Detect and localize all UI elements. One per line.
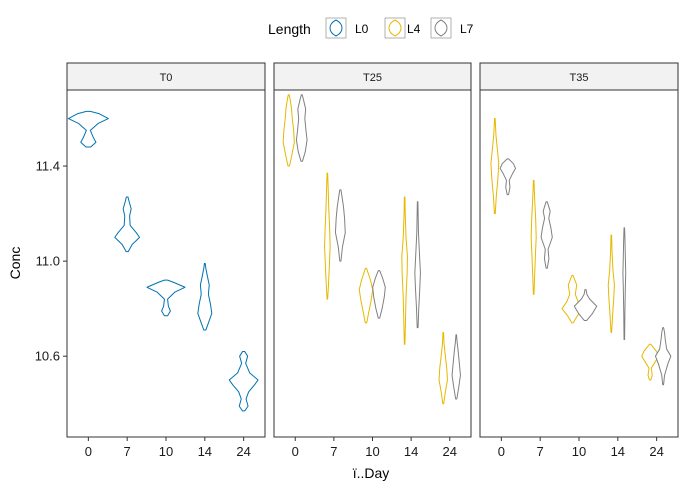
y-axis: 10.6 11.0 11.4: [35, 159, 67, 364]
x-tick-label: 14: [611, 444, 625, 459]
x-tick-label: 0: [498, 444, 505, 459]
legend-key-swatch: [388, 19, 402, 37]
violin-t25-day0-l4: [282, 94, 295, 167]
facet-strip: [66, 62, 266, 91]
violin-t35-day10-l7: [573, 289, 598, 322]
legend-label: L4: [407, 22, 421, 36]
x-axis: 0 7 10 14 24 0 7 10 14 24 0 7 10 14 24: [85, 437, 664, 459]
legend-key-swatch: [434, 19, 448, 37]
x-tick-label: 24: [649, 444, 663, 459]
violin-t25-day14-l7: [414, 201, 421, 329]
legend-item-l4: L4: [384, 17, 421, 39]
facet-strip: [273, 62, 472, 91]
violin-t35-day24-l7: [654, 327, 672, 386]
facet-strip-label: T35: [570, 72, 589, 84]
y-axis-title: Conc: [7, 247, 23, 280]
violin-t35-day0-l4: [490, 118, 500, 215]
x-tick-label: 7: [330, 444, 337, 459]
x-tick-label: 24: [443, 444, 457, 459]
violin-t25-day10-l7: [372, 270, 386, 319]
panel-frame: [479, 89, 679, 438]
x-tick-label: 0: [292, 444, 299, 459]
violin-t0-day7-l0: [114, 196, 141, 253]
facet-strip: [479, 62, 679, 91]
legend-title: Length: [268, 21, 311, 37]
violin-t25-day7-l7: [334, 189, 346, 262]
violin-t0-day14-l0: [197, 263, 213, 331]
facet-strip-label: T25: [363, 72, 382, 84]
violin-t35-day0-l7: [499, 158, 517, 196]
violin-t0-day24-l0: [228, 350, 259, 412]
y-tick-label: 10.6: [35, 349, 60, 364]
violin-t25-day7-l4: [324, 172, 331, 300]
violin-t35-day7-l7: [540, 201, 553, 269]
x-tick-label: 0: [85, 444, 92, 459]
y-tick-label: 11.4: [36, 159, 60, 174]
violin-t0-day10-l0: [146, 279, 186, 317]
violin-t25-day24-l4: [438, 331, 448, 405]
legend-key-swatch: [329, 19, 343, 37]
x-tick-label: 10: [365, 444, 379, 459]
legend: Length L0 L4 L7: [268, 17, 474, 39]
violin-t35-day14-l4: [607, 234, 615, 333]
x-tick-label: 10: [159, 444, 173, 459]
legend-label: L7: [460, 22, 474, 36]
legend-item-l7: L7: [430, 17, 474, 39]
violin-t35-day14-l7: [622, 227, 627, 341]
facet-panels: T0 T25 T35: [66, 62, 679, 438]
violin-t25-day10-l4: [358, 267, 374, 324]
violin-t25-day24-l7: [451, 334, 461, 400]
legend-item-l0: L0: [325, 17, 369, 39]
violin-t0-day0-l0: [67, 110, 109, 148]
violin-t25-day0-l7: [295, 94, 308, 162]
x-tick-label: 7: [537, 444, 544, 459]
facet-panel-t35: T35: [479, 62, 679, 438]
violin-t35-day7-l4: [530, 179, 537, 295]
violin-t25-day14-l4: [401, 196, 408, 345]
panel-frame: [273, 89, 472, 438]
x-axis-title: ï..Day: [353, 465, 390, 481]
legend-label: L0: [355, 22, 369, 36]
x-tick-label: 14: [198, 444, 212, 459]
x-tick-label: 10: [572, 444, 586, 459]
facet-strip-label: T0: [160, 72, 173, 84]
x-tick-label: 7: [124, 444, 131, 459]
facet-panel-t25: T25: [273, 62, 472, 438]
y-tick-label: 11.0: [36, 254, 60, 269]
violin-t35-day24-l4: [641, 343, 660, 381]
x-tick-label: 14: [404, 444, 418, 459]
x-tick-label: 24: [236, 444, 250, 459]
